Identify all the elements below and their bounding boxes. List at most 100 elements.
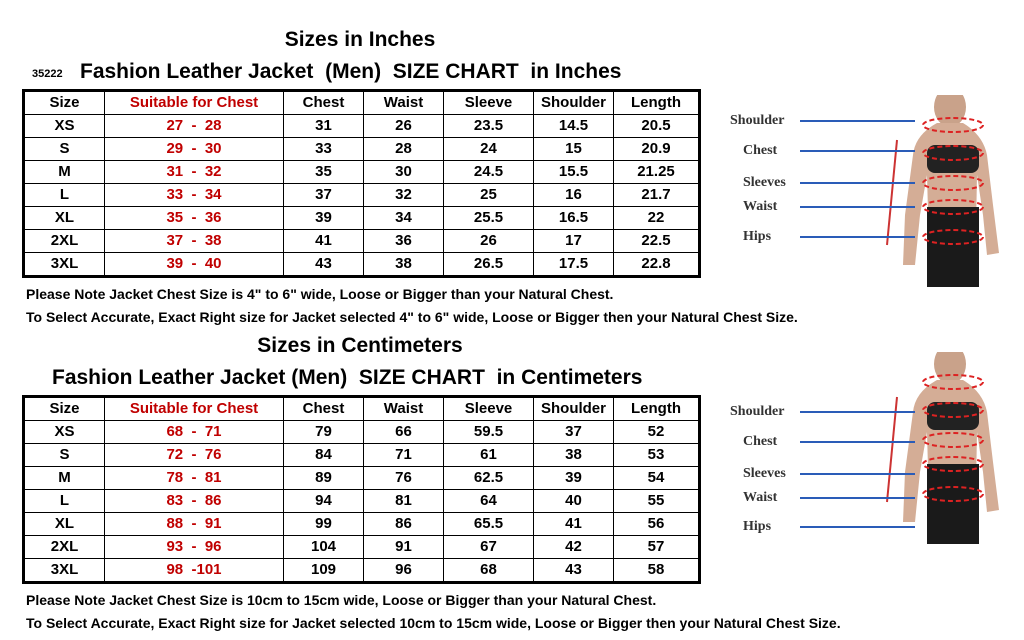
header-cell: Sleeve — [443, 396, 534, 421]
cell: 71 — [363, 443, 444, 467]
cell: 43 — [283, 252, 364, 277]
figure-label: Chest — [743, 143, 778, 158]
cell: 109 — [283, 558, 364, 583]
cell: 66 — [363, 420, 444, 444]
chart-title: Fashion Leather Jacket (Men) SIZE CHART … — [80, 60, 622, 83]
cell: 14.5 — [533, 114, 614, 138]
row: L 83 - 86 94 81 64 40 55 — [23, 489, 700, 513]
cell: 40 — [533, 489, 614, 513]
note: To Select Accurate, Exact Right size for… — [26, 615, 841, 631]
cell: S — [23, 137, 105, 161]
cell: 52 — [613, 420, 700, 444]
header-row: Size Suitable for Chest Chest Waist Sleeve Sh… — [23, 396, 700, 421]
cell: 96 — [363, 558, 444, 583]
cell: 59.5 — [443, 420, 534, 444]
head — [934, 95, 966, 127]
product-code: 35222 — [32, 68, 63, 80]
header-cell: Size — [23, 90, 105, 115]
cell: 20.9 — [613, 137, 700, 161]
cell: 22.5 — [613, 229, 700, 253]
size-table: Size Suitable for Chest Chest Waist Sleeve Sh… — [22, 395, 701, 584]
cell: 16 — [533, 183, 614, 207]
cell: 98 -101 — [104, 558, 284, 583]
cell: 43 — [533, 558, 614, 583]
cell: 15 — [533, 137, 614, 161]
cell: 21.25 — [613, 160, 700, 184]
measure-loop — [922, 374, 984, 390]
cell: 61 — [443, 443, 534, 467]
cell: 26 — [363, 114, 444, 138]
figure-label: Shoulder — [730, 404, 784, 419]
cell: 15.5 — [533, 160, 614, 184]
header-cell: Waist — [363, 90, 444, 115]
row: L 33 - 34 37 32 25 16 21.7 — [23, 183, 700, 207]
row: 2XL 93 - 96 104 91 67 42 57 — [23, 535, 700, 559]
cell: 24 — [443, 137, 534, 161]
row: 2XL 37 - 38 41 36 26 17 22.5 — [23, 229, 700, 253]
cell: 81 — [363, 489, 444, 513]
figure-label: Chest — [743, 434, 778, 449]
cell: 93 - 96 — [104, 535, 284, 559]
top — [927, 402, 979, 430]
cell: L — [23, 183, 105, 207]
header-cell: Length — [613, 396, 700, 421]
cell: 62.5 — [443, 466, 534, 490]
cell: 16.5 — [533, 206, 614, 230]
note: Please Note Jacket Chest Size is 10cm to… — [26, 592, 657, 608]
cell: 104 — [283, 535, 364, 559]
cell: 30 — [363, 160, 444, 184]
measure-loop — [922, 175, 984, 191]
cell: 84 — [283, 443, 364, 467]
cell: 32 — [363, 183, 444, 207]
header-row: Size Suitable for Chest Chest Waist Sleeve Sh… — [23, 90, 700, 115]
cell: 20.5 — [613, 114, 700, 138]
cell: 94 — [283, 489, 364, 513]
row: XL 88 - 91 99 86 65.5 41 56 — [23, 512, 700, 536]
note: To Select Accurate, Exact Right size for… — [26, 309, 798, 325]
cell: 41 — [533, 512, 614, 536]
cell: S — [23, 443, 105, 467]
header-cell: Shoulder — [533, 396, 614, 421]
cell: 64 — [443, 489, 534, 513]
cell: 28 — [363, 137, 444, 161]
cell: L — [23, 489, 105, 513]
header-cell: Length — [613, 90, 700, 115]
cell: 88 - 91 — [104, 512, 284, 536]
cell: 24.5 — [443, 160, 534, 184]
row: M 31 - 32 35 30 24.5 15.5 21.25 — [23, 160, 700, 184]
cell: 37 - 38 — [104, 229, 284, 253]
cell: 17 — [533, 229, 614, 253]
cell: 42 — [533, 535, 614, 559]
cell: 53 — [613, 443, 700, 467]
cell: 39 — [283, 206, 364, 230]
cell: XL — [23, 512, 105, 536]
cell: 36 — [363, 229, 444, 253]
measure-loop — [922, 456, 984, 472]
cell: 65.5 — [443, 512, 534, 536]
cell: 26.5 — [443, 252, 534, 277]
note: Please Note Jacket Chest Size is 4" to 6… — [26, 286, 614, 302]
header-cell: Shoulder — [533, 90, 614, 115]
cell: 23.5 — [443, 114, 534, 138]
cell: 39 - 40 — [104, 252, 284, 277]
cell: 31 — [283, 114, 364, 138]
measure-loop — [922, 145, 984, 161]
pants — [927, 464, 979, 544]
cell: 55 — [613, 489, 700, 513]
cell: 76 — [363, 466, 444, 490]
cell: 29 - 30 — [104, 137, 284, 161]
measure-loop — [922, 199, 984, 215]
row: S 29 - 30 33 28 24 15 20.9 — [23, 137, 700, 161]
size-table: Size Suitable for Chest Chest Waist Sleeve Sh… — [22, 89, 701, 278]
measure-loop — [922, 486, 984, 502]
sleeve-arrow — [886, 396, 898, 503]
row: XS 68 - 71 79 66 59.5 37 52 — [23, 420, 700, 444]
cell: 25.5 — [443, 206, 534, 230]
cell: 89 — [283, 466, 364, 490]
figure-label: Hips — [743, 519, 772, 534]
cell: 56 — [613, 512, 700, 536]
cell: 99 — [283, 512, 364, 536]
header-cell: Sleeve — [443, 90, 534, 115]
top — [927, 145, 979, 173]
